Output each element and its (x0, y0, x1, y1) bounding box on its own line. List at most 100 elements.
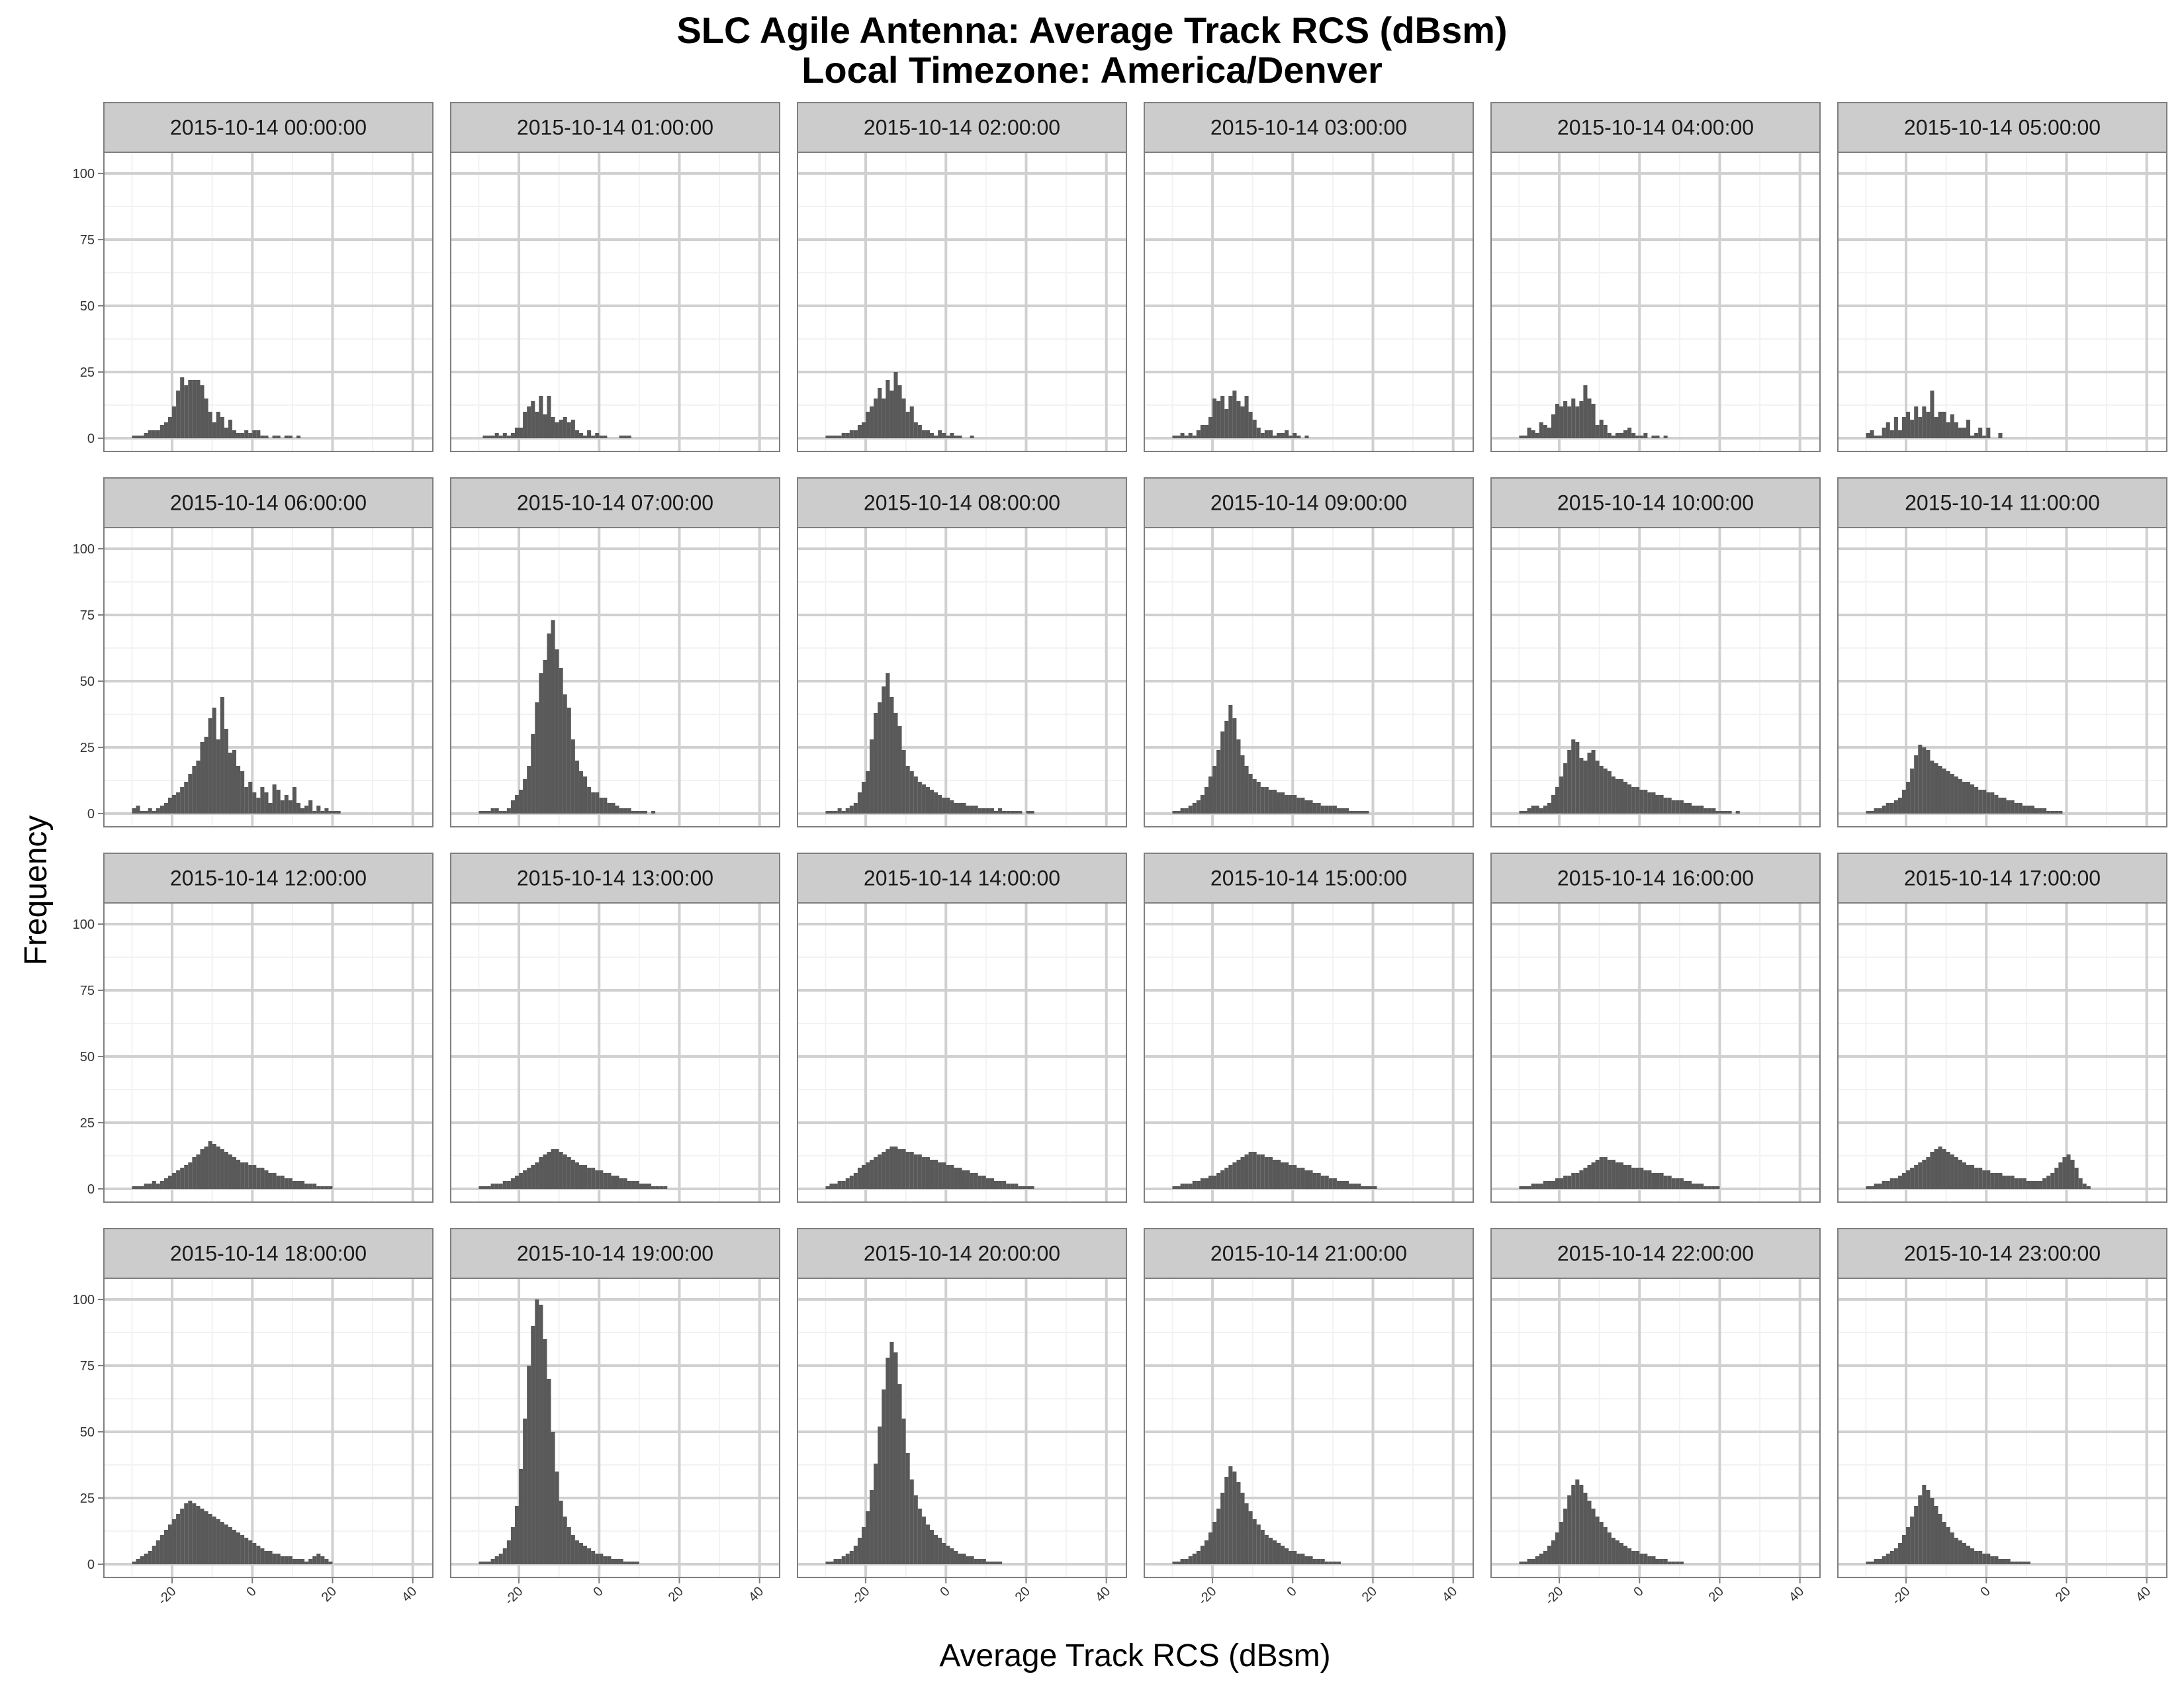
histogram-bar (1623, 1546, 1628, 1564)
histogram-bar (1587, 1501, 1592, 1564)
histogram-bar (336, 811, 341, 814)
histogram-bar (897, 1384, 902, 1564)
histogram-bar (845, 808, 850, 814)
histogram-bar (595, 792, 600, 814)
histogram-bar (256, 798, 261, 814)
histogram-bar (1954, 1157, 1958, 1189)
histogram-bar (1268, 790, 1273, 814)
histogram-bar (970, 1556, 974, 1564)
panel-border (1837, 902, 2167, 1203)
histogram-bar (1639, 1168, 1644, 1189)
histogram-bar (1878, 1559, 1882, 1564)
histogram-bar (1675, 800, 1680, 814)
histogram-bar (1563, 1176, 1568, 1189)
histogram-bar (583, 776, 588, 814)
facet-strip (1490, 102, 1821, 153)
x-tick-label: 20 (1359, 1584, 1380, 1605)
histogram-bar (567, 1527, 571, 1564)
histogram-bar (527, 1168, 531, 1189)
histogram-bar (1918, 417, 1923, 438)
y-tick-label: 75 (80, 984, 95, 998)
histogram-bar (1986, 1554, 1991, 1564)
histogram-bar (1204, 1540, 1208, 1564)
histogram-bar (1563, 763, 1568, 814)
panel-border (103, 1278, 433, 1578)
histogram-bar (603, 1556, 608, 1564)
histogram-bar (144, 811, 148, 814)
histogram-bar (1575, 1479, 1580, 1564)
histogram-bar (1172, 811, 1177, 814)
histogram-bar (1252, 1152, 1257, 1189)
panel-border (103, 902, 433, 1203)
x-tick-label: 40 (1439, 1584, 1460, 1605)
histogram-bar (1535, 806, 1539, 814)
histogram-bar (136, 436, 140, 438)
histogram-bar (1990, 1173, 1995, 1189)
histogram-bar (478, 811, 483, 814)
histogram-bar (1611, 1538, 1615, 1564)
histogram-bar (320, 811, 325, 814)
histogram-bar (1893, 800, 1898, 814)
histogram-bar (874, 713, 878, 814)
histogram-bar (930, 433, 934, 438)
histogram-bar (1559, 406, 1564, 438)
histogram-bar (1692, 1184, 1696, 1189)
histogram-bar (1579, 1170, 1584, 1189)
histogram-bar (1196, 430, 1201, 438)
histogram-bar (1683, 1181, 1688, 1189)
facet-strip (1490, 1228, 1821, 1279)
histogram-bar (905, 766, 910, 814)
histogram-bar (1974, 433, 1979, 438)
histogram-bar (905, 1453, 910, 1564)
histogram-bar (1700, 806, 1704, 814)
facet-panel: 2015-10-14 18:00:00 0 25 50 75 100 -20 0 20 40 (73, 1228, 433, 1608)
histogram-bar (615, 1176, 619, 1189)
histogram-bar (1587, 1165, 1592, 1189)
histogram-bar (1188, 1556, 1193, 1564)
panel-border (797, 152, 1127, 452)
histogram-bar (1519, 1186, 1524, 1189)
histogram-bar (950, 1548, 954, 1564)
histogram-bar (482, 436, 487, 438)
histogram-bar (1022, 1186, 1026, 1189)
histogram-bar (978, 1176, 982, 1189)
histogram-bar (1874, 1184, 1878, 1189)
histogram-bar (1332, 1178, 1337, 1189)
histogram-bar (1663, 436, 1668, 438)
histogram-bar (1962, 428, 1966, 438)
histogram-bar (853, 1173, 858, 1189)
histogram-bar (837, 1559, 842, 1564)
histogram-bar (559, 1152, 563, 1189)
histogram-bar (897, 726, 902, 814)
histogram-bar (212, 1144, 216, 1189)
histogram-bar (866, 412, 870, 438)
histogram-bar (570, 739, 575, 814)
histogram-bar (1531, 1184, 1535, 1189)
histogram-bar (998, 808, 1003, 814)
histogram-bar (1328, 1178, 1333, 1189)
histogram-bar (934, 436, 938, 438)
histogram-bar (1192, 1181, 1197, 1189)
histogram-bar (272, 1173, 277, 1189)
panel-border (1837, 152, 2167, 452)
histogram-bar (607, 1556, 612, 1564)
histogram-bar (208, 718, 212, 814)
histogram-bar (893, 1352, 898, 1564)
histogram-bar (1176, 1186, 1181, 1189)
facet-panel: 2015-10-14 16:00:00 (1490, 853, 1821, 1203)
histogram-bar (1567, 1176, 1572, 1189)
histogram-bar (276, 436, 281, 438)
histogram-bar (244, 1538, 249, 1564)
histogram-bar (837, 808, 842, 814)
histogram-bar (1308, 1556, 1313, 1564)
histogram-bar (1675, 1178, 1680, 1189)
histogram-bar (845, 433, 850, 438)
histogram-bar (825, 1562, 830, 1564)
histogram-bar (651, 811, 656, 814)
histogram-bar (1256, 1154, 1261, 1189)
histogram-bar (893, 372, 898, 438)
histogram-bar (551, 417, 555, 438)
histogram-bar (2018, 803, 2023, 814)
histogram-bar (1285, 1548, 1289, 1564)
histogram-bar (829, 1184, 834, 1189)
